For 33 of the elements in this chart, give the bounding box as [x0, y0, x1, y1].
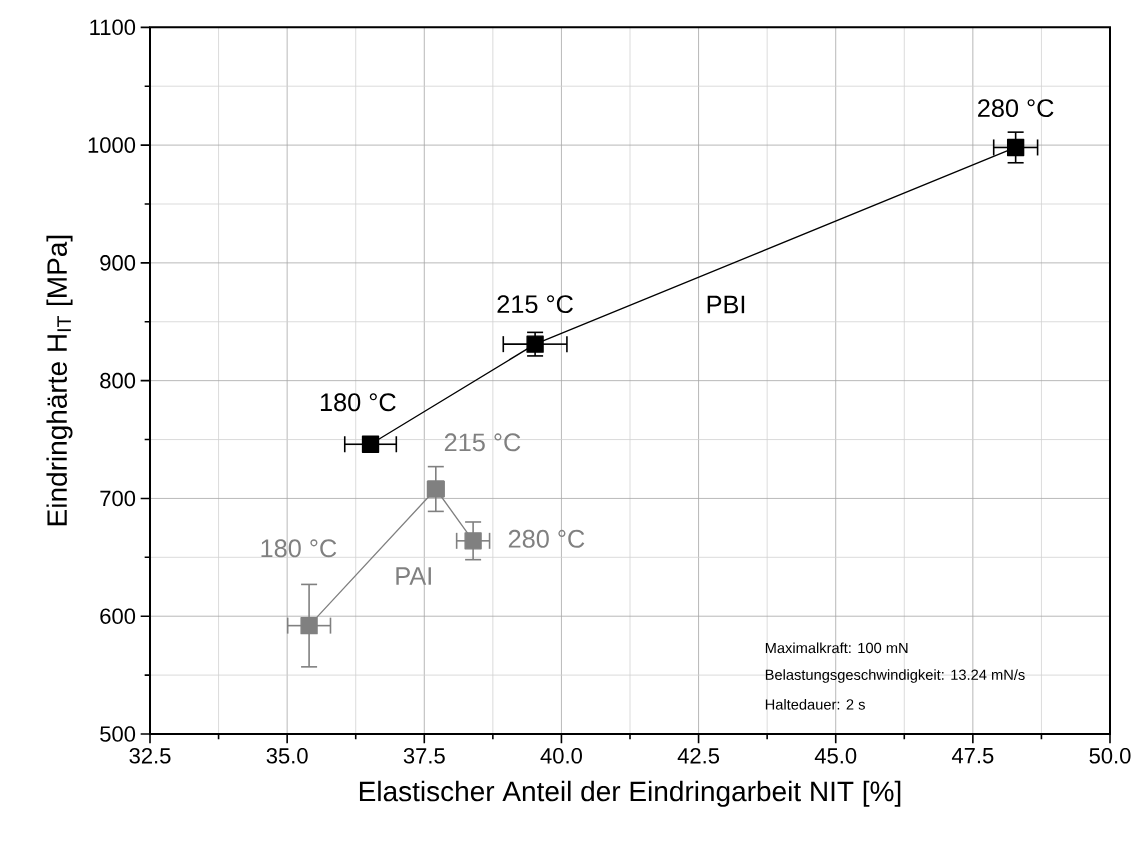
- annotation: Maximalkraft: 100 mN: [765, 642, 908, 654]
- y-tick-label: 600: [100, 608, 136, 624]
- x-tick-label: 47.5: [951, 748, 994, 764]
- annotation: 280 °C: [508, 529, 585, 548]
- x-tick-label: 32.5: [129, 748, 171, 764]
- point: [300, 616, 318, 635]
- annotation: 180 °C: [261, 539, 337, 558]
- annotation: 215 °C: [497, 295, 573, 314]
- y-tick-label: 800: [100, 372, 136, 389]
- x-tick-label: 35.0: [266, 748, 308, 764]
- x-tick-label: 37.5: [403, 748, 445, 764]
- point: [1006, 138, 1025, 157]
- annotation: 180 °C: [320, 393, 396, 412]
- annotation: Haltedauer: 2 s: [765, 698, 865, 710]
- y-tick-label: 900: [100, 255, 136, 271]
- point: [361, 435, 380, 453]
- x-tick-label: 40.0: [540, 748, 582, 764]
- y-tick-label: 500: [100, 726, 136, 742]
- x-axis-title: Elastischer Anteil der Eindringarbeit NIT [%]: [359, 780, 901, 807]
- annotation: Belastungsgeschwindigkeit: 13.24 mN/s: [765, 669, 1025, 683]
- series-label: PBI: [707, 295, 745, 314]
- series-label: PAI: [396, 567, 431, 585]
- x-tick-label: 42.5: [677, 748, 720, 764]
- y-tick-label: 1100: [90, 19, 136, 36]
- y-tick-label: 700: [100, 490, 136, 507]
- point: [526, 335, 544, 353]
- point: [464, 532, 482, 550]
- x-tick-label: 45.0: [814, 748, 857, 764]
- annotation: 215 °C: [444, 433, 521, 452]
- annotation: 280 °C: [978, 99, 1054, 118]
- x-tick-label: 50.0: [1089, 748, 1131, 764]
- y-axis-title: Eindringhärte H$_{IT}$ [MPa]: [46, 235, 73, 526]
- y-tick-label: 1000: [88, 137, 136, 153]
